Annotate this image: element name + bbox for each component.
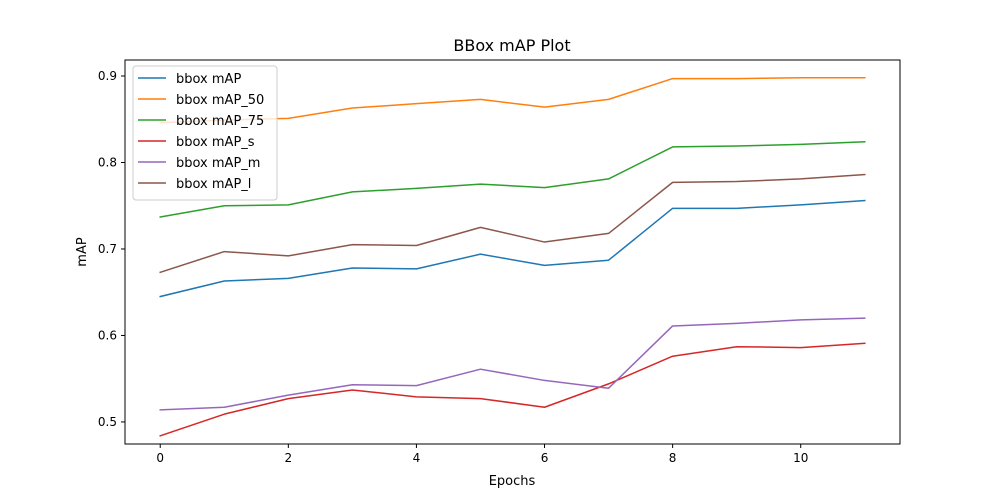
legend-label: bbox mAP_50 [176, 93, 264, 108]
legend-box [132, 65, 278, 201]
legend-label: bbox mAP_l [176, 177, 251, 192]
y-tick-label: 0.8 [98, 155, 117, 169]
chart-title: BBox mAP Plot [453, 36, 570, 55]
y-axis: 0.5 0.6 0.7 0.8 0.9 [98, 69, 125, 429]
x-tick-label: 2 [285, 451, 293, 465]
series-line-3 [159, 342, 866, 437]
plot-series [159, 76, 866, 437]
x-tick-label: 4 [413, 451, 421, 465]
series-line-2 [159, 140, 866, 218]
series-line-1 [159, 76, 866, 124]
series-line-0 [159, 199, 866, 298]
x-tick-label: 8 [669, 451, 677, 465]
y-tick-label: 0.9 [98, 69, 117, 83]
legend-label: bbox mAP_75 [176, 114, 264, 129]
y-tick-label: 0.5 [98, 415, 117, 429]
x-axis: 0 2 4 6 8 10 [156, 444, 808, 465]
x-tick-label: 10 [793, 451, 808, 465]
legend-label: bbox mAP_m [176, 156, 260, 171]
x-tick-label: 0 [156, 451, 164, 465]
legend-label: bbox mAP [176, 72, 241, 87]
x-axis-label: Epochs [489, 474, 536, 489]
y-axis-label: mAP [75, 237, 90, 267]
series-line-4 [159, 317, 866, 411]
y-tick-label: 0.7 [98, 242, 117, 256]
series-line-5 [159, 173, 866, 274]
legend-label: bbox mAP_s [176, 135, 255, 150]
plot-frame [124, 59, 901, 445]
y-tick-label: 0.6 [98, 328, 117, 342]
x-tick-label: 6 [541, 451, 549, 465]
